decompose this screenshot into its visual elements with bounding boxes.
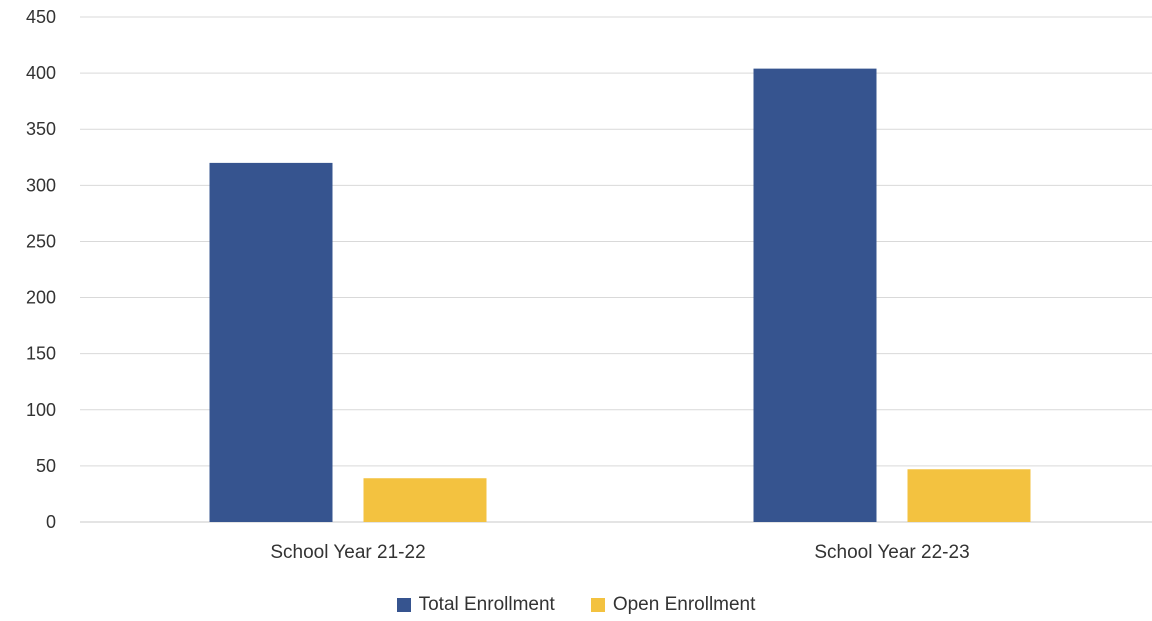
category-labels: School Year 21-22 School Year 22-23 — [270, 542, 969, 563]
legend-item-open-enrollment: Open Enrollment — [590, 594, 756, 616]
category-label: School Year 21-22 — [270, 542, 425, 563]
y-tick-label: 400 — [26, 63, 56, 83]
y-tick-label: 100 — [26, 400, 56, 420]
bar-open-enrollment-1 — [363, 478, 487, 522]
y-tick-label: 150 — [26, 344, 56, 364]
y-tick-label: 300 — [26, 175, 56, 195]
y-tick-label: 0 — [46, 512, 56, 532]
y-tick-label: 50 — [36, 456, 56, 476]
y-tick-label: 200 — [26, 288, 56, 308]
bars — [209, 68, 1031, 522]
legend-swatch-total-enrollment — [396, 598, 411, 612]
bar-total-enrollment-1 — [209, 162, 333, 522]
y-tick-label: 350 — [26, 119, 56, 139]
legend-label-total-enrollment: Total Enrollment — [418, 594, 555, 615]
legend: Total Enrollment Open Enrollment — [0, 594, 1152, 616]
legend-item-total-enrollment: Total Enrollment — [396, 594, 555, 616]
bar-open-enrollment-2 — [907, 469, 1031, 522]
y-tick-label: 450 — [26, 7, 56, 27]
bar-total-enrollment-2 — [753, 68, 877, 522]
y-axis-tick-labels: 0 50 100 150 200 250 300 350 400 450 — [26, 7, 56, 532]
category-label: School Year 22-23 — [814, 542, 969, 563]
legend-swatch-open-enrollment — [590, 598, 605, 612]
legend-label-open-enrollment: Open Enrollment — [612, 594, 756, 615]
y-tick-label: 250 — [26, 231, 56, 251]
